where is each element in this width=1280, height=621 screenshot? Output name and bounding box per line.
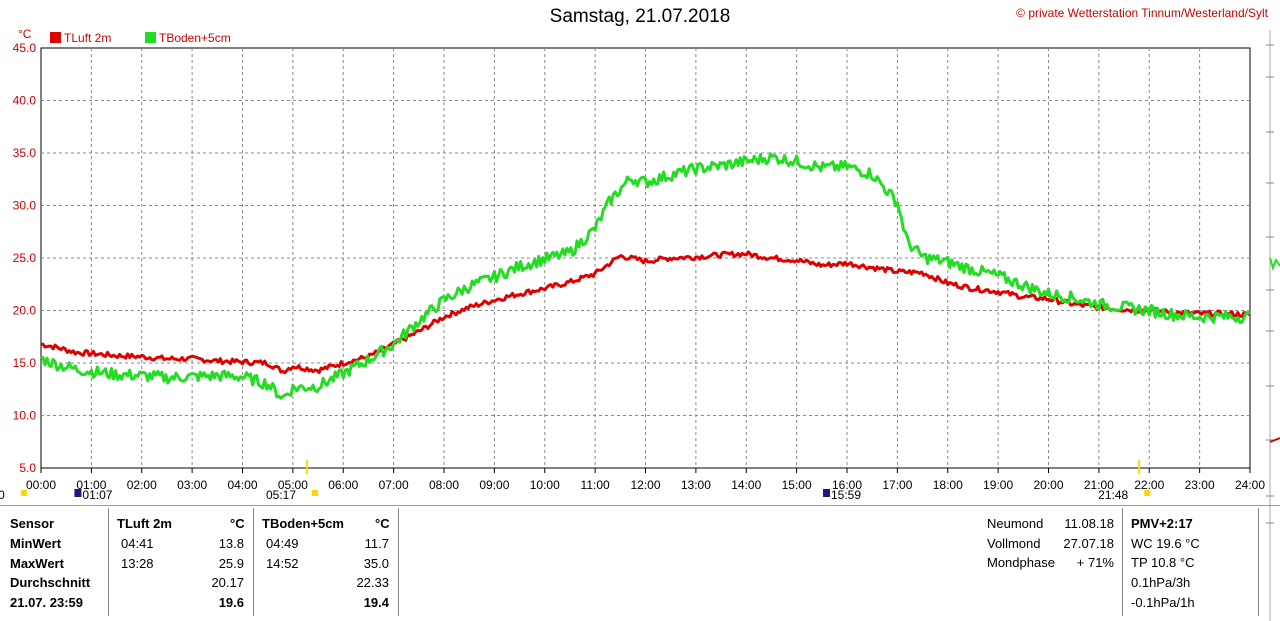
y-tick-label: 25.0 [13,251,37,265]
stats-header-tluft-unit: °C [230,516,245,531]
pmv-title: PMV+2:17 [1131,516,1193,531]
marker-time-label: 16:30 [0,488,5,502]
stats-value-tboden: 11.7 [364,536,389,551]
sun-icon [311,490,318,496]
legend-item-tluft: TLuft 2m [50,31,111,45]
legend-item-tboden: TBoden+5cm [145,31,231,45]
y-axis-unit: °C [18,27,32,41]
moon-label: Neumond [987,516,1044,531]
x-tick-label: 05:00 [278,478,308,492]
column-divider [398,508,399,616]
x-tick-label: 00:00 [26,478,56,492]
pmv-line: WC 19.6 °C [1131,536,1200,551]
x-tick-label: 07:00 [379,478,409,492]
x-tick-label: 18:00 [933,478,963,492]
legend-label: TLuft 2m [64,31,112,45]
stats-header-tboden-unit: °C [375,516,390,531]
x-tick-label: 11:00 [581,478,610,492]
x-tick-label: 08:00 [429,478,459,492]
stats-header-tluft: TLuft 2m [117,516,172,531]
y-tick-label: 35.0 [13,146,37,160]
x-tick-label: 15:00 [782,478,812,492]
y-tick-label: 30.0 [13,199,37,213]
column-divider [108,508,109,616]
panel-divider [0,505,1280,506]
marker-time-label: 05:17 [266,488,296,502]
x-tick-label: 17:00 [882,478,912,492]
moon-label: Mondphase [987,555,1055,570]
stats-value-tboden: 19.4 [363,595,389,610]
stats-row-label: 21.07. 23:59 [10,595,84,610]
x-tick-label: 10:00 [530,478,560,492]
y-tick-label: 10.0 [13,409,37,423]
chart-title: Samstag, 21.07.2018 [549,6,731,27]
stats-time-tboden: 14:52 [266,556,299,571]
stats-row-label: MinWert [10,536,62,551]
column-divider [253,508,254,616]
y-tick-label: 45.0 [13,41,37,55]
x-tick-label: 20:00 [1033,478,1063,492]
x-tick-label: 14:00 [731,478,761,492]
series-line-tluft [41,250,1252,375]
x-tick-label: 21:00 [1084,478,1114,492]
y-tick-label: 40.0 [13,94,37,108]
x-tick-label: 16:00 [832,478,862,492]
legend-swatch-red [50,32,61,43]
marker-time-label: 01:07 [82,488,112,502]
moon-icon [822,489,830,497]
x-tick-label: 04:00 [227,478,257,492]
column-divider [1122,508,1123,616]
stats-value-tluft: 19.6 [218,595,244,610]
stats-value-tluft: 20.17 [211,575,244,590]
moon-value: + 71% [1076,555,1114,570]
x-tick-label: 02:00 [127,478,157,492]
stats-time-tluft: 04:41 [121,536,154,551]
moon-icon [74,489,82,497]
stats-header-tboden: TBoden+5cm [262,516,344,531]
pmv-line: TP 10.8 °C [1131,555,1195,570]
marker-time-label: 15:59 [831,488,861,502]
x-tick-label: 22:00 [1134,478,1164,492]
x-tick-label: 19:00 [983,478,1013,492]
stats-header-sensor: Sensor [10,516,55,531]
y-tick-label: 20.0 [13,304,37,318]
pmv-line: 0.1hPa/3h [1131,575,1191,590]
stats-value-tluft: 13.8 [218,536,244,551]
stats-value-tboden: 35.0 [363,556,389,571]
stats-row-label: MaxWert [10,556,64,571]
stats-time-tboden: 04:49 [266,536,299,551]
x-tick-label: 23:00 [1185,478,1215,492]
moon-label: Vollmond [987,536,1041,551]
x-tick-label: 09:00 [479,478,509,492]
y-tick-label: 15.0 [13,356,37,370]
legend-swatch-green [145,32,156,43]
x-tick-label: 01:00 [76,478,106,492]
stats-row-label: Durchschnitt [10,575,91,590]
marker-time-label: 21:48 [1098,488,1128,502]
moon-value: 11.08.18 [1064,516,1114,531]
series-line-tboden [40,152,1251,400]
sun-icon [20,490,27,496]
x-tick-label: 12:00 [630,478,660,492]
x-tick-label: 03:00 [177,478,207,492]
y-tick-label: 5.0 [19,461,36,475]
column-divider [1258,508,1259,616]
copyright-label: © private Wetterstation Tinnum/Westerlan… [1016,6,1268,20]
stats-value-tluft: 25.9 [218,556,244,571]
sun-icon [1144,490,1151,496]
moon-value: 27.07.18 [1063,536,1114,551]
x-tick-label: 13:00 [681,478,711,492]
secondary-red-fragment [1269,437,1280,443]
x-tick-label: 06:00 [328,478,358,492]
stats-time-tluft: 13:28 [121,556,154,571]
secondary-green-fragment [1269,257,1280,272]
pmv-line: -0.1hPa/1h [1131,595,1195,610]
x-tick-label: 24:00 [1235,478,1265,492]
legend-label: TBoden+5cm [159,31,231,45]
stats-value-tboden: 22.33 [356,575,389,590]
